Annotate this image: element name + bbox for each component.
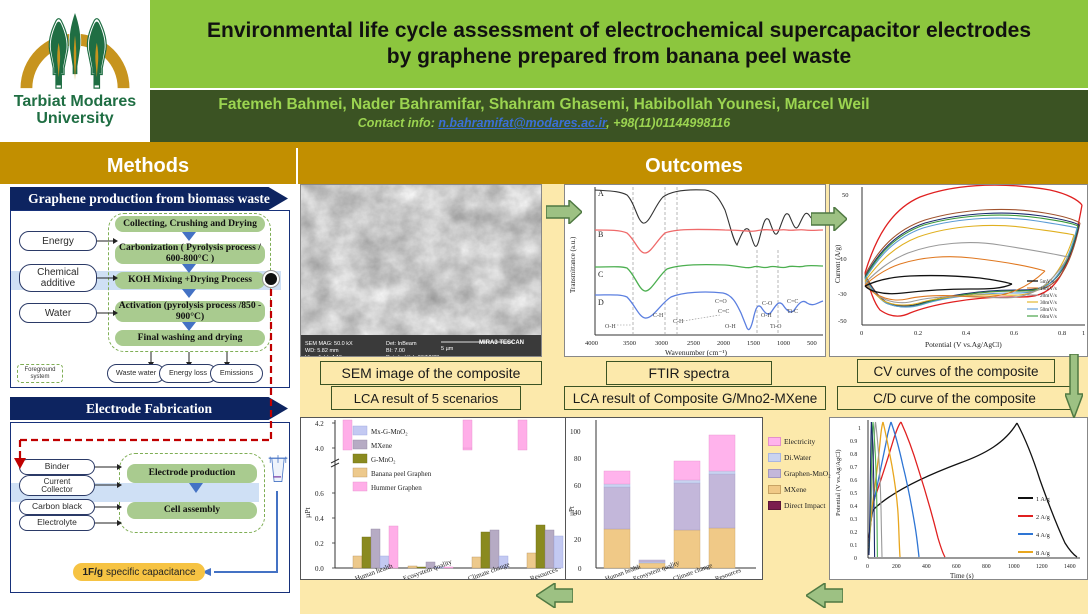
svg-text:500: 500 [807,340,817,347]
svg-text:Time (s): Time (s) [950,572,974,580]
svg-text:Mx-G-MnO₂: Mx-G-MnO₂ [371,428,408,436]
svg-text:O-H: O-H [605,324,616,330]
svg-text:B: B [598,230,603,239]
svg-text:MIRA3 TESCAN: MIRA3 TESCAN [479,340,524,346]
svg-text:C=C: C=C [718,309,729,315]
svg-text:Banana peel Graphen: Banana peel Graphen [371,470,432,478]
svg-text:0.6: 0.6 [1010,330,1019,337]
svg-text:0: 0 [860,330,863,337]
svg-text:5mV/s: 5mV/s [1040,279,1054,285]
svg-text:C: C [598,270,603,279]
svg-text:4 A/g: 4 A/g [1036,532,1051,539]
svg-text:C-H: C-H [673,319,684,325]
svg-text:Ecosystem quality: Ecosystem quality [402,558,454,580]
svg-text:1: 1 [1082,330,1085,337]
svg-text:µPt: µPt [568,506,576,516]
svg-text:0.5: 0.5 [850,491,857,497]
svg-text:0.2: 0.2 [850,530,857,536]
svg-text:O-H: O-H [725,324,736,330]
svg-text:0.8: 0.8 [1058,330,1066,337]
svg-text:Det: InBeam: Det: InBeam [386,341,417,347]
svg-text:BI: 7.00: BI: 7.00 [386,348,405,354]
svg-text:0.1: 0.1 [850,543,857,549]
svg-text:1000: 1000 [1008,564,1020,570]
svg-text:5 µm: 5 µm [441,346,454,352]
svg-text:0.4: 0.4 [850,504,857,510]
svg-text:100: 100 [570,428,581,436]
svg-text:2 A/g: 2 A/g [1036,514,1051,521]
svg-text:Transmittance (a.u.): Transmittance (a.u.) [569,236,577,293]
svg-text:1 A/g: 1 A/g [1036,496,1051,503]
svg-text:D: D [598,298,604,307]
svg-text:600: 600 [952,564,961,570]
svg-text:1000: 1000 [777,340,790,347]
svg-text:10mV/s: 10mV/s [1040,286,1057,292]
svg-text:800: 800 [982,564,991,570]
svg-text:1200: 1200 [1036,564,1048,570]
svg-text:1400: 1400 [1064,564,1076,570]
svg-text:C=O: C=O [715,299,727,305]
svg-text:8 A/g: 8 A/g [1036,550,1051,557]
svg-text:0.6: 0.6 [850,478,857,484]
svg-text:0.9: 0.9 [850,439,857,445]
svg-text:0.4: 0.4 [315,515,324,523]
svg-text:20mV/s: 20mV/s [1040,293,1057,299]
svg-text:4.2: 4.2 [315,420,324,428]
svg-text:-50: -50 [838,318,847,325]
svg-text:0.2: 0.2 [914,330,922,337]
svg-text:O-H: O-H [761,313,772,319]
svg-text:60mV/s: 60mV/s [1040,314,1057,320]
svg-text:Potential (V vs.Ag/AgCl): Potential (V vs.Ag/AgCl) [835,449,842,516]
svg-text:0: 0 [854,556,857,562]
svg-text:2000: 2000 [717,340,730,347]
svg-text:200: 200 [892,564,901,570]
svg-text:1: 1 [858,426,861,432]
svg-text:Resources: Resources [714,567,742,580]
svg-text:View field: 4.15 μm: View field: 4.15 μm [305,355,352,357]
svg-text:SEM MAG: 50.0 kX: SEM MAG: 50.0 kX [305,341,353,347]
svg-text:Current (A/g): Current (A/g) [834,244,842,283]
svg-text:0.6: 0.6 [315,490,324,498]
svg-text:3500: 3500 [623,340,636,347]
svg-text:Wavenumber (cm⁻¹): Wavenumber (cm⁻¹) [665,348,728,357]
svg-text:400: 400 [922,564,931,570]
svg-text:4000: 4000 [585,340,598,347]
svg-text:-30: -30 [838,291,847,298]
svg-text:G-MnO₂: G-MnO₂ [371,456,396,464]
svg-text:WD: 5.82 mm: WD: 5.82 mm [305,348,339,354]
svg-text:3000: 3000 [655,340,668,347]
svg-text:0.0: 0.0 [315,565,324,573]
svg-text:Potential (V vs.Ag/AgCl): Potential (V vs.Ag/AgCl) [925,340,1002,349]
svg-text:0.3: 0.3 [850,517,857,523]
svg-text:µPt: µPt [303,507,312,518]
svg-text:2500: 2500 [687,340,700,347]
svg-text:50: 50 [842,192,849,199]
svg-text:C-H: C-H [653,313,664,319]
svg-text:0.7: 0.7 [850,465,857,471]
svg-text:60: 60 [574,482,582,490]
svg-text:Date(m/d/y): 06/12/23: Date(m/d/y): 06/12/23 [386,355,439,357]
svg-text:C=C: C=C [787,299,798,305]
svg-text:Hummer Graphen: Hummer Graphen [371,484,422,492]
svg-text:0.8: 0.8 [850,452,857,458]
svg-text:50mV/s: 50mV/s [1040,307,1057,313]
svg-text:C-O: C-O [762,301,773,307]
svg-text:Ti-O: Ti-O [770,324,782,330]
svg-text:80: 80 [574,455,582,463]
svg-text:MXene: MXene [371,442,392,450]
svg-text:1500: 1500 [747,340,760,347]
svg-text:A: A [598,189,604,198]
svg-text:Ti-C: Ti-C [787,309,798,315]
svg-text:30mV/s: 30mV/s [1040,300,1057,306]
svg-text:20: 20 [574,536,582,544]
svg-text:0: 0 [578,565,582,573]
svg-text:4.0: 4.0 [315,445,324,453]
svg-text:0: 0 [866,564,869,570]
svg-text:0.2: 0.2 [315,540,324,548]
svg-text:0.4: 0.4 [962,330,971,337]
